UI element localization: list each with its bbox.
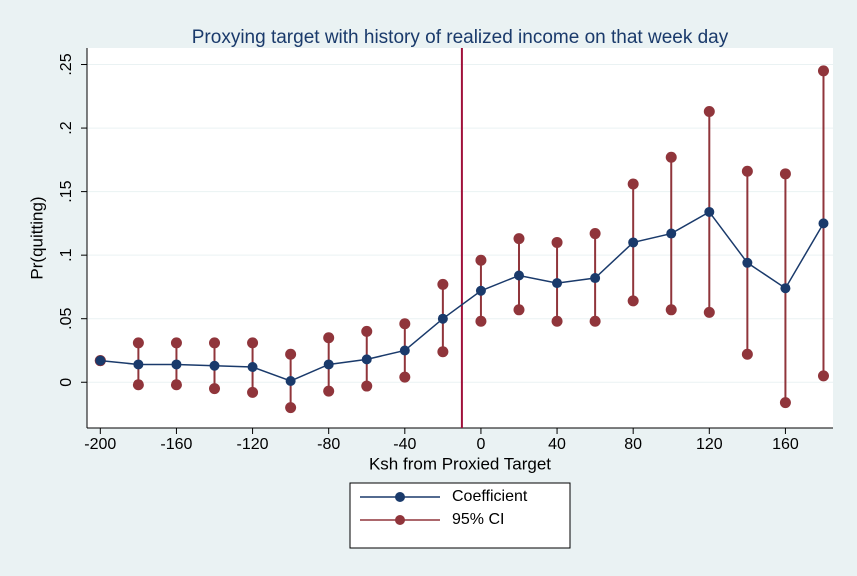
ci-upper-dot xyxy=(779,168,791,180)
coefficient-dot xyxy=(475,285,486,296)
ci-upper-dot xyxy=(627,178,639,190)
ci-upper-dot xyxy=(589,228,601,240)
ci-lower-dot xyxy=(399,371,411,383)
coefficient-dot xyxy=(552,278,563,289)
y-tick-label: .1 xyxy=(58,248,75,261)
coefficient-dot xyxy=(285,375,296,386)
x-tick-label: -120 xyxy=(237,436,269,453)
coefficient-dot xyxy=(95,355,106,366)
ci-lower-dot xyxy=(361,380,373,392)
coefficient-dot xyxy=(704,206,715,217)
coefficient-dot xyxy=(209,360,220,371)
x-tick-label: 120 xyxy=(696,436,723,453)
x-tick-label: -160 xyxy=(160,436,192,453)
ci-lower-dot xyxy=(170,379,182,391)
y-axis-label: Pr(quitting) xyxy=(27,196,46,279)
ci-lower-dot xyxy=(475,315,487,327)
x-tick-label: 80 xyxy=(624,436,642,453)
x-axis-label: Ksh from Proxied Target xyxy=(369,454,551,473)
y-tick-label: .2 xyxy=(58,121,75,134)
ci-lower-dot xyxy=(665,304,677,316)
ci-lower-dot xyxy=(551,315,563,327)
legend-marker xyxy=(395,492,405,502)
coefficient-dot xyxy=(818,218,829,229)
ci-lower-dot xyxy=(285,402,297,414)
coefficient-dot xyxy=(323,359,334,370)
plot-area xyxy=(87,48,833,428)
legend-label: Coefficient xyxy=(452,488,528,505)
coefficient-dot xyxy=(590,273,601,284)
ci-upper-dot xyxy=(703,106,715,118)
ci-upper-dot xyxy=(323,332,335,344)
coefficient-dot xyxy=(247,361,258,372)
ci-lower-dot xyxy=(703,306,715,318)
ci-upper-dot xyxy=(437,278,449,290)
ci-lower-dot xyxy=(513,304,525,316)
ci-upper-dot xyxy=(247,337,259,349)
ci-upper-dot xyxy=(361,325,373,337)
ci-lower-dot xyxy=(817,370,829,382)
ci-upper-dot xyxy=(817,65,829,77)
ci-upper-dot xyxy=(475,254,487,266)
x-tick-label: 40 xyxy=(548,436,566,453)
ci-upper-dot xyxy=(209,337,221,349)
ci-lower-dot xyxy=(437,346,449,358)
ci-lower-dot xyxy=(132,379,144,391)
x-tick-label: 0 xyxy=(476,436,485,453)
ci-upper-dot xyxy=(285,348,297,360)
ci-lower-dot xyxy=(247,386,259,398)
x-tick-label: -200 xyxy=(84,436,116,453)
ci-upper-dot xyxy=(170,337,182,349)
ci-upper-dot xyxy=(551,236,563,248)
coefficient-dot xyxy=(628,237,639,248)
y-tick-label: .15 xyxy=(58,180,75,202)
legend-marker xyxy=(395,515,405,525)
ci-upper-dot xyxy=(399,318,411,330)
coefficient-dot xyxy=(361,354,372,365)
x-tick-label: -80 xyxy=(317,436,340,453)
y-tick-label: .05 xyxy=(58,307,75,329)
ci-upper-dot xyxy=(513,233,525,245)
coefficient-dot xyxy=(513,270,524,281)
coefficient-line xyxy=(100,210,825,382)
legend-label: 95% CI xyxy=(452,511,504,528)
legend xyxy=(349,482,571,549)
ci-upper-dot xyxy=(132,337,144,349)
ci-upper-dot xyxy=(665,151,677,163)
ci-lower-dot xyxy=(627,295,639,307)
coefficient-dot xyxy=(666,228,677,239)
coefficient-dot xyxy=(742,257,753,268)
ci-upper-dot xyxy=(741,165,753,177)
y-tick-label: 0 xyxy=(58,378,75,387)
ci-lower-dot xyxy=(779,397,791,409)
x-tick-label: -40 xyxy=(393,436,416,453)
ci-lower-dot xyxy=(589,315,601,327)
ci-lower-dot xyxy=(209,383,221,395)
x-tick-label: 160 xyxy=(772,436,799,453)
coefficient-dot xyxy=(780,283,791,294)
y-tick-label: .25 xyxy=(58,53,75,75)
coefficient-dot xyxy=(437,313,448,324)
coefficient-dot xyxy=(133,359,144,370)
coefficient-dot xyxy=(171,359,182,370)
chart-title: Proxying target with history of realized… xyxy=(192,27,729,48)
ci-lower-dot xyxy=(323,385,335,397)
coefficient-dot xyxy=(399,345,410,356)
ci-lower-dot xyxy=(741,348,753,360)
